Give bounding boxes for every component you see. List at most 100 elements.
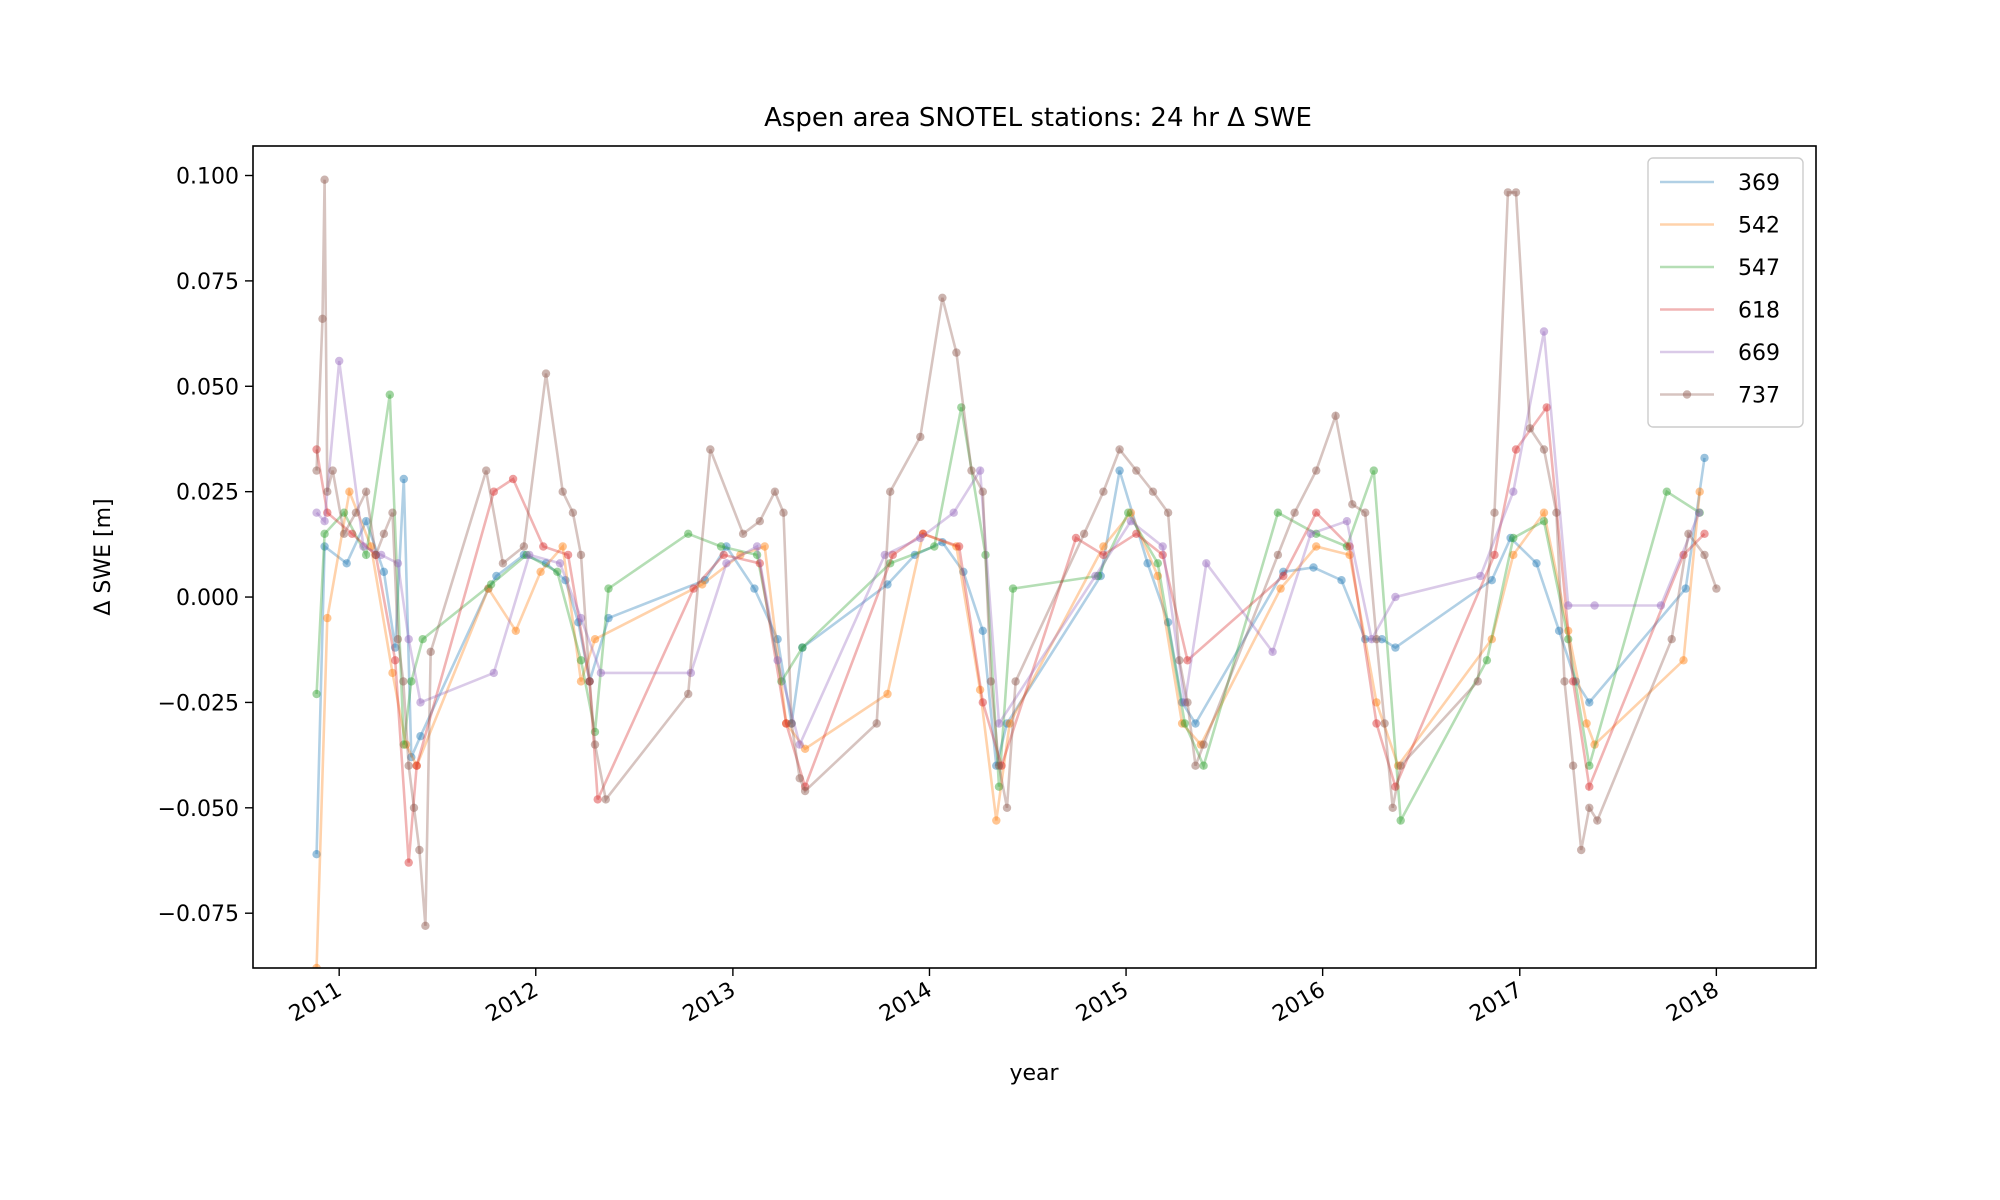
data-point-737 bbox=[770, 487, 780, 496]
data-point-618 bbox=[508, 474, 518, 484]
data-point-618 bbox=[312, 445, 321, 454]
data-point-669 bbox=[1158, 542, 1167, 551]
data-point-542 bbox=[345, 487, 354, 496]
data-point-369 bbox=[604, 613, 613, 623]
data-point-542 bbox=[1177, 719, 1187, 728]
data-point-737 bbox=[787, 719, 796, 728]
legend-label-737: 737 bbox=[1738, 384, 1780, 409]
data-point-737 bbox=[361, 487, 371, 496]
data-point-737 bbox=[568, 508, 578, 517]
y-tick-label: 0.000 bbox=[176, 586, 239, 611]
data-point-369 bbox=[320, 542, 329, 551]
data-point-737 bbox=[590, 740, 600, 749]
x-tick-label-2014: 2014 bbox=[875, 978, 936, 1028]
data-point-737 bbox=[1490, 508, 1499, 517]
series-669 bbox=[312, 327, 1704, 749]
data-point-737 bbox=[399, 677, 408, 686]
data-point-542 bbox=[952, 542, 961, 551]
data-point-737 bbox=[872, 719, 881, 728]
data-point-542 bbox=[918, 529, 928, 538]
data-point-547 bbox=[604, 584, 613, 593]
y-tick-label: 0.100 bbox=[176, 165, 239, 190]
data-point-669 bbox=[1656, 601, 1666, 610]
legend-item-369: 369 bbox=[1660, 171, 1780, 196]
data-point-542 bbox=[736, 550, 745, 560]
data-point-542 bbox=[1695, 487, 1704, 496]
data-point-618 bbox=[1279, 571, 1288, 581]
data-point-669 bbox=[1391, 592, 1400, 602]
data-point-618 bbox=[347, 529, 357, 538]
data-point-669 bbox=[489, 668, 498, 678]
data-point-369 bbox=[1506, 533, 1515, 543]
data-point-542 bbox=[558, 542, 567, 551]
data-point-737 bbox=[1163, 508, 1173, 517]
data-point-737 bbox=[1175, 656, 1184, 665]
data-point-542 bbox=[590, 635, 600, 644]
data-point-737 bbox=[519, 542, 529, 551]
data-point-737 bbox=[1539, 445, 1549, 454]
data-point-369 bbox=[798, 643, 807, 652]
data-point-547 bbox=[320, 529, 329, 538]
data-point-369 bbox=[541, 559, 551, 568]
data-point-737 bbox=[498, 559, 508, 568]
data-point-369 bbox=[519, 550, 529, 560]
data-point-618 bbox=[1700, 529, 1709, 538]
data-point-618 bbox=[978, 698, 987, 707]
plot-frame bbox=[252, 145, 1817, 969]
data-point-542 bbox=[1393, 761, 1403, 770]
legend-item-547: 547 bbox=[1660, 256, 1780, 281]
series-542 bbox=[312, 486, 1704, 968]
data-point-547 bbox=[1482, 656, 1492, 665]
data-point-737 bbox=[601, 795, 610, 804]
y-tick-label: 0.025 bbox=[176, 481, 239, 506]
x-tick-label-2017: 2017 bbox=[1466, 978, 1527, 1028]
data-point-618 bbox=[563, 550, 573, 560]
data-point-669 bbox=[596, 668, 606, 678]
data-point-737 bbox=[1361, 508, 1370, 517]
data-point-737 bbox=[986, 677, 996, 686]
data-point-737 bbox=[339, 529, 349, 538]
data-point-618 bbox=[1568, 677, 1578, 686]
legend-item-618: 618 bbox=[1660, 299, 1780, 324]
data-point-547 bbox=[1273, 508, 1283, 517]
data-point-542 bbox=[536, 567, 545, 576]
data-point-669 bbox=[795, 740, 804, 749]
data-point-669 bbox=[416, 698, 425, 707]
data-point-737 bbox=[1667, 635, 1676, 644]
data-point-618 bbox=[539, 542, 548, 551]
data-point-618 bbox=[1372, 719, 1381, 728]
data-point-669 bbox=[393, 559, 403, 568]
data-point-542 bbox=[1196, 740, 1206, 749]
data-point-369 bbox=[1681, 584, 1690, 593]
data-point-369 bbox=[1177, 698, 1187, 707]
data-point-369 bbox=[959, 567, 968, 576]
data-point-547 bbox=[418, 635, 427, 644]
y-tick-label: 0.050 bbox=[176, 375, 239, 400]
data-point-369 bbox=[484, 584, 493, 593]
y-tick-label: −0.025 bbox=[158, 691, 239, 716]
data-point-737 bbox=[415, 845, 424, 855]
chart-title: Aspen area SNOTEL stations: 24 hr Δ SWE bbox=[764, 103, 1312, 133]
data-point-547 bbox=[1396, 816, 1405, 825]
data-point-669 bbox=[525, 550, 534, 560]
data-point-369 bbox=[416, 732, 425, 741]
data-point-669 bbox=[1342, 517, 1352, 526]
data-point-737 bbox=[1552, 508, 1561, 517]
y-tick-label: 0.075 bbox=[176, 270, 239, 295]
data-point-737 bbox=[1511, 188, 1521, 197]
data-point-547 bbox=[1124, 508, 1133, 517]
data-point-669 bbox=[1590, 601, 1599, 610]
data-point-618 bbox=[918, 529, 928, 538]
series-line-547 bbox=[315, 394, 1701, 826]
data-point-547 bbox=[1180, 719, 1190, 728]
data-point-737 bbox=[1331, 411, 1340, 420]
legend: 369 542 547 618 669 737 bbox=[1647, 157, 1804, 428]
data-point-669 bbox=[1091, 571, 1100, 581]
data-point-737 bbox=[994, 761, 1004, 770]
data-point-542 bbox=[1153, 571, 1163, 581]
data-point-369 bbox=[1487, 576, 1497, 585]
data-point-547 bbox=[1585, 761, 1594, 770]
data-point-618 bbox=[1391, 782, 1400, 791]
data-point-669 bbox=[335, 356, 344, 366]
data-point-618 bbox=[1099, 550, 1108, 560]
